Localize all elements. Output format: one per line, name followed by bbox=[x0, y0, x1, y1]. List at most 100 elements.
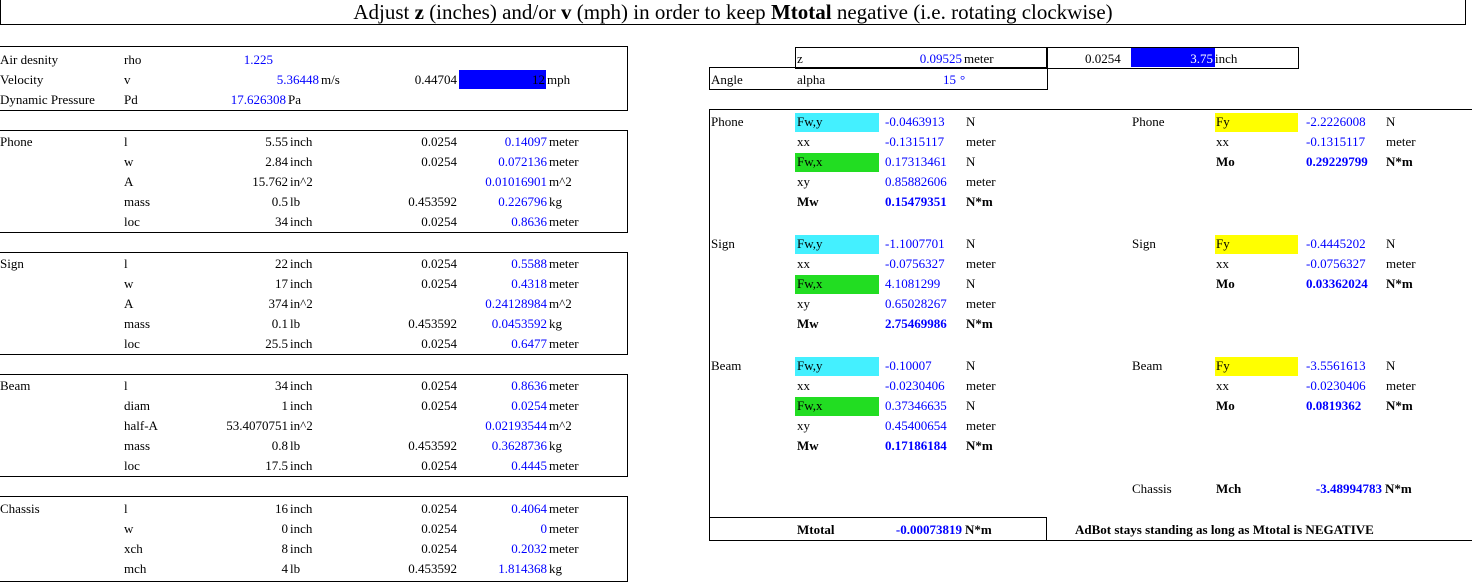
beam-row-symbol: diam bbox=[124, 398, 150, 413]
phone-row-symbol: w bbox=[124, 154, 134, 169]
sign-row-converted-unit: kg bbox=[549, 316, 562, 331]
phone-row-unit: inch bbox=[290, 134, 313, 149]
beam-xx-value: -0.0230406 bbox=[885, 378, 945, 393]
sign-xy-value: 0.65028267 bbox=[885, 296, 947, 311]
sign-force-label: Sign bbox=[711, 236, 735, 251]
sign-row-factor: 0.453592 bbox=[408, 316, 457, 331]
sign-row-symbol: w bbox=[124, 276, 134, 291]
beam-row-value: 1 bbox=[281, 398, 289, 413]
phone-row-unit: inch bbox=[290, 214, 313, 229]
beam-row-value: 53.4070751 bbox=[226, 418, 288, 433]
sign-row-converted: 0.4318 bbox=[511, 276, 547, 291]
beam-xy-value: 0.45400654 bbox=[885, 418, 947, 433]
mtotal-value: -0.00073819 bbox=[895, 522, 962, 537]
phone-row-unit: inch bbox=[290, 154, 313, 169]
sign-row-symbol: mass bbox=[124, 316, 150, 331]
phone-xx-value: -0.1315117 bbox=[885, 134, 945, 149]
phone-row-converted: 0.226796 bbox=[498, 194, 547, 209]
beam-row-converted: 0.4445 bbox=[511, 458, 547, 473]
chassis-row-value: 4 bbox=[281, 561, 289, 576]
beam-row-factor: 0.0254 bbox=[421, 398, 457, 413]
beam-row-symbol: half-A bbox=[124, 418, 158, 433]
sign-row-unit: inch bbox=[290, 336, 313, 351]
phone-xx2-unit: meter bbox=[1386, 134, 1416, 149]
beam-row-value: 34 bbox=[275, 378, 288, 393]
phone-fwy-value: -0.0463913 bbox=[885, 114, 945, 129]
velocity-mph-unit: mph bbox=[547, 72, 571, 87]
chassis-row-unit: lb bbox=[290, 561, 301, 576]
sign-mo-unit: N*m bbox=[1386, 276, 1413, 291]
chassis-row-converted-unit: meter bbox=[549, 541, 579, 556]
phone-row-factor: 0.0254 bbox=[421, 154, 457, 169]
sign-fwy-symbol: Fw,y bbox=[797, 236, 823, 251]
beam-fwx-unit: N bbox=[966, 398, 976, 413]
angle-symbol: alpha bbox=[797, 72, 826, 87]
beam-fwy-symbol: Fw,y bbox=[797, 358, 823, 373]
sign-mo-value: 0.03362024 bbox=[1306, 276, 1368, 291]
beam-mo-symbol: Mo bbox=[1216, 398, 1235, 413]
sign-row-factor: 0.0254 bbox=[421, 256, 457, 271]
sign-row-unit: inch bbox=[290, 256, 313, 271]
beam-row-unit: in^2 bbox=[290, 418, 313, 433]
beam-row-symbol: l bbox=[124, 378, 128, 393]
sign-row-converted-unit: meter bbox=[549, 276, 579, 291]
phone-xx2-symbol: xx bbox=[1216, 134, 1229, 149]
chassis-row-factor: 0.0254 bbox=[421, 541, 457, 556]
velocity-unit: m/s bbox=[321, 72, 340, 87]
beam-fy-symbol: Fy bbox=[1216, 358, 1230, 373]
sign-row-factor: 0.0254 bbox=[421, 276, 457, 291]
z-input-cell[interactable] bbox=[1131, 48, 1215, 67]
phone-row-converted-unit: meter bbox=[549, 154, 579, 169]
phone-fwx-symbol: Fw,x bbox=[797, 154, 823, 169]
sign-mw-symbol: Mw bbox=[797, 316, 819, 331]
beam-row-factor: 0.453592 bbox=[408, 438, 457, 453]
sign-row-converted-unit: m^2 bbox=[549, 296, 572, 311]
sign-mo-symbol: Mo bbox=[1216, 276, 1235, 291]
chassis-row-symbol: w bbox=[124, 521, 134, 536]
chassis-row-factor: 0.453592 bbox=[408, 561, 457, 576]
beam-xy-unit: meter bbox=[966, 418, 996, 433]
sign-box bbox=[0, 252, 628, 355]
chassis-row-converted: 0 bbox=[540, 521, 548, 536]
beam-mw-value: 0.17186184 bbox=[885, 438, 947, 453]
sign-row-value: 17 bbox=[275, 276, 288, 291]
phone-row-converted: 0.14097 bbox=[504, 134, 547, 149]
phone-fy-highlight bbox=[1215, 113, 1298, 132]
sign-row-converted: 0.0453592 bbox=[491, 316, 547, 331]
phone-force-label: Phone bbox=[711, 114, 744, 129]
angle-unit: ° bbox=[960, 72, 966, 87]
phone-row-converted: 0.01016901 bbox=[485, 174, 547, 189]
beam-xx-unit: meter bbox=[966, 378, 996, 393]
chassis-moment-value: -3.48994783 bbox=[1315, 481, 1382, 496]
sign-xx2-value: -0.0756327 bbox=[1306, 256, 1366, 271]
chassis-row-unit: inch bbox=[290, 501, 313, 516]
air-density-symbol: rho bbox=[124, 52, 142, 67]
air-density-label: Air desnity bbox=[0, 52, 59, 67]
phone-xy-value: 0.85882606 bbox=[885, 174, 947, 189]
sign-weight-label: Sign bbox=[1132, 236, 1156, 251]
sign-row-unit: lb bbox=[290, 316, 301, 331]
beam-row-value: 17.5 bbox=[265, 458, 288, 473]
phone-row-value: 5.55 bbox=[265, 134, 288, 149]
beam-row-value: 0.8 bbox=[271, 438, 288, 453]
velocity-mph-input[interactable]: 12 bbox=[532, 72, 545, 87]
sign-row-value: 25.5 bbox=[265, 336, 288, 351]
chassis-row-symbol: l bbox=[124, 501, 128, 516]
air-density-value: 1.225 bbox=[243, 52, 273, 67]
sign-row-converted: 0.6477 bbox=[511, 336, 547, 351]
sign-row-converted-unit: meter bbox=[549, 336, 579, 351]
z-inch-unit: inch bbox=[1215, 51, 1238, 66]
phone-mw-symbol: Mw bbox=[797, 194, 819, 209]
beam-box bbox=[0, 374, 628, 477]
phone-row-factor: 0.0254 bbox=[421, 134, 457, 149]
beam-row-unit: inch bbox=[290, 378, 313, 393]
chassis-row-factor: 0.0254 bbox=[421, 501, 457, 516]
z-inch-input[interactable]: 3.75 bbox=[1190, 51, 1213, 66]
sign-fy-value: -0.4445202 bbox=[1306, 236, 1366, 251]
phone-row-converted: 0.072136 bbox=[498, 154, 547, 169]
sign-mw-value: 2.75469986 bbox=[885, 316, 947, 331]
beam-row-converted-unit: meter bbox=[549, 458, 579, 473]
chassis-row-converted-unit: kg bbox=[549, 561, 562, 576]
velocity-input-cell[interactable] bbox=[459, 70, 546, 89]
phone-fy-value: -2.2226008 bbox=[1306, 114, 1366, 129]
